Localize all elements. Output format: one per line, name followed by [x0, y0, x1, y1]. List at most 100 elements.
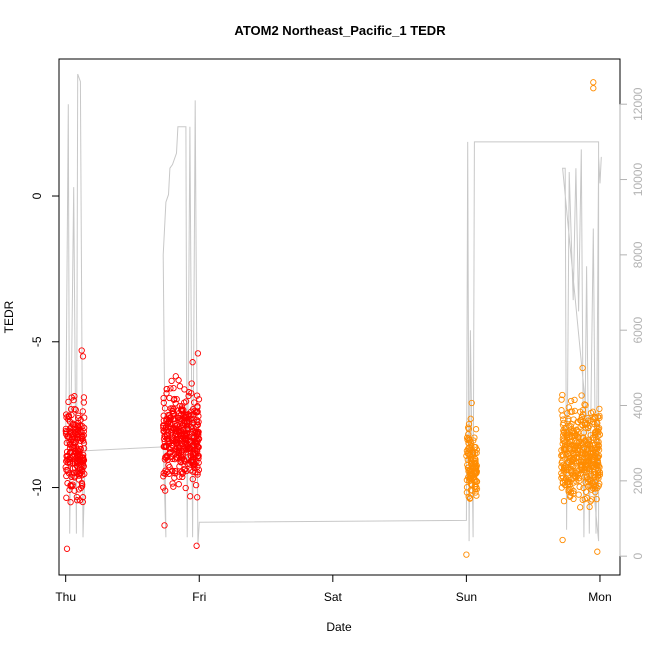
data-point — [75, 414, 82, 422]
data-point — [565, 404, 572, 411]
data-point — [577, 504, 584, 511]
data-point — [162, 470, 169, 478]
data-point — [172, 373, 179, 380]
data-point — [66, 445, 74, 452]
data-point — [571, 473, 579, 480]
data-point — [579, 450, 586, 457]
plot-area — [62, 73, 604, 558]
data-point — [564, 434, 571, 442]
data-point — [165, 418, 172, 425]
data-point — [182, 484, 189, 492]
y-axis-right: 0 2000 4000 6000 8000 10000 12000 — [619, 87, 645, 560]
data-point — [65, 398, 72, 406]
data-point — [172, 428, 179, 435]
data-point — [71, 473, 78, 480]
y2-tick-label: 0 — [631, 553, 645, 560]
data-point — [164, 420, 172, 427]
data-point — [468, 461, 475, 468]
data-point — [574, 418, 581, 426]
data-point — [571, 396, 578, 404]
data-point — [163, 390, 170, 397]
y2-tick-label: 12000 — [631, 87, 645, 121]
data-point — [163, 442, 170, 450]
data-point — [581, 419, 589, 427]
data-point — [166, 446, 173, 453]
data-point — [576, 483, 583, 490]
data-point — [596, 405, 603, 413]
data-point — [579, 496, 586, 503]
data-point — [71, 393, 78, 400]
data-point — [79, 353, 87, 360]
data-point — [587, 448, 594, 456]
data-point — [175, 427, 183, 434]
data-point — [73, 451, 81, 458]
chart-title: ATOM2 Northeast_Pacific_1 TEDR — [234, 23, 446, 38]
data-point — [596, 471, 604, 478]
data-point — [593, 445, 601, 453]
data-point — [63, 453, 71, 460]
data-point — [188, 433, 196, 440]
data-point — [63, 458, 70, 465]
data-point — [466, 494, 474, 502]
data-point — [73, 433, 81, 441]
data-point — [566, 478, 573, 486]
data-point — [160, 399, 167, 406]
data-point — [79, 454, 86, 462]
data-point — [160, 484, 167, 491]
data-point — [175, 449, 182, 456]
data-point — [463, 434, 471, 441]
data-point — [170, 396, 177, 403]
data-point — [173, 436, 181, 443]
data-point — [195, 396, 203, 403]
data-point — [578, 392, 585, 399]
data-point — [167, 448, 174, 456]
y-axis-left: -10 -5 0 — [30, 192, 60, 496]
data-point — [77, 469, 84, 476]
data-point — [81, 414, 88, 421]
data-point — [559, 453, 567, 460]
data-point — [80, 399, 87, 406]
data-point — [180, 413, 187, 420]
data-point — [595, 428, 602, 436]
data-point — [568, 420, 575, 428]
data-point — [193, 418, 201, 425]
data-point — [161, 456, 169, 463]
data-point — [66, 454, 74, 461]
data-point — [176, 473, 183, 480]
data-point — [180, 456, 188, 463]
data-point — [69, 432, 76, 439]
y2-tick-label: 4000 — [631, 392, 645, 419]
data-point — [594, 548, 601, 555]
data-point — [183, 467, 190, 475]
data-point — [591, 485, 599, 492]
data-point — [69, 453, 77, 460]
data-point — [581, 401, 588, 408]
y-tick-label: 0 — [30, 192, 44, 199]
data-point — [175, 377, 182, 384]
data-point — [163, 432, 170, 440]
data-point — [468, 399, 475, 407]
data-point — [593, 495, 600, 503]
data-point — [469, 464, 476, 472]
data-point — [70, 396, 77, 404]
data-point — [189, 475, 196, 483]
data-point — [569, 408, 576, 415]
data-point — [577, 464, 584, 471]
data-point — [79, 494, 87, 501]
data-point — [561, 467, 568, 474]
data-point — [472, 426, 480, 433]
data-point — [567, 468, 575, 475]
data-point — [567, 457, 574, 464]
data-point — [473, 492, 480, 499]
data-point — [69, 460, 77, 467]
data-point — [173, 395, 180, 403]
data-point — [184, 419, 191, 427]
data-point — [180, 426, 187, 433]
data-point — [590, 79, 597, 86]
data-point — [169, 467, 176, 474]
data-point — [69, 481, 76, 488]
data-point — [163, 385, 170, 393]
data-point — [80, 451, 87, 459]
data-point — [161, 522, 168, 529]
